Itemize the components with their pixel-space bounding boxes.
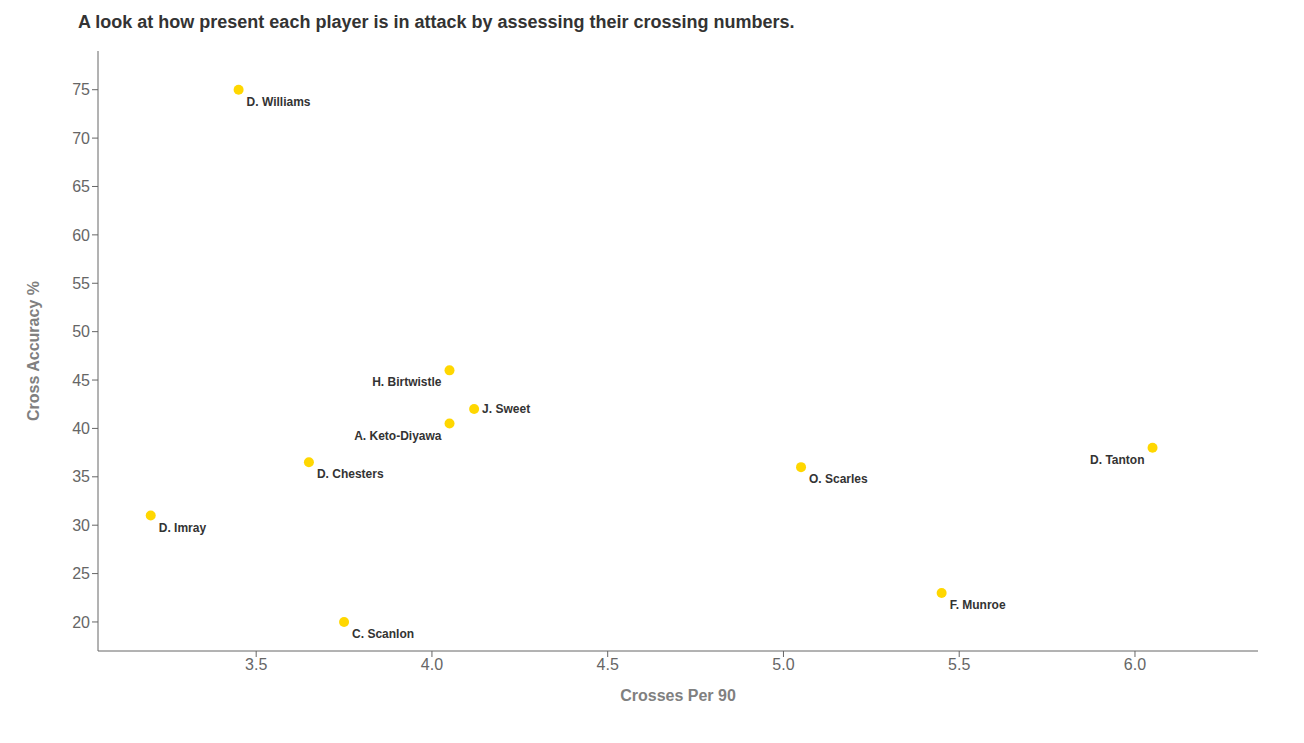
svg-text:45: 45: [72, 372, 90, 389]
svg-text:5.0: 5.0: [772, 656, 794, 673]
svg-text:D. Tanton: D. Tanton: [1090, 453, 1144, 467]
svg-text:Cross Accuracy %: Cross Accuracy %: [25, 281, 42, 421]
svg-text:Crosses Per 90: Crosses Per 90: [620, 687, 736, 704]
svg-text:4.0: 4.0: [421, 656, 443, 673]
svg-text:20: 20: [72, 614, 90, 631]
svg-text:55: 55: [72, 275, 90, 292]
svg-text:50: 50: [72, 323, 90, 340]
svg-text:A. Keto-Diyawa: A. Keto-Diyawa: [354, 429, 442, 443]
svg-text:6.0: 6.0: [1124, 656, 1146, 673]
html-text:A look at how present each pla: A look at how present each player is in …: [78, 12, 795, 32]
svg-text:30: 30: [72, 517, 90, 534]
svg-text:75: 75: [72, 81, 90, 98]
svg-text:60: 60: [72, 227, 90, 244]
svg-text:O. Scarles: O. Scarles: [809, 472, 868, 486]
svg-text:F. Munroe: F. Munroe: [950, 598, 1006, 612]
svg-text:35: 35: [72, 468, 90, 485]
svg-text:D. Williams: D. Williams: [247, 95, 311, 109]
svg-text:C. Scanlon: C. Scanlon: [352, 627, 414, 641]
svg-text:70: 70: [72, 130, 90, 147]
svg-text:D. Chesters: D. Chesters: [317, 467, 384, 481]
svg-text:65: 65: [72, 178, 90, 195]
svg-text:5.5: 5.5: [948, 656, 970, 673]
svg-text:40: 40: [72, 420, 90, 437]
svg-text:D. Imray: D. Imray: [159, 521, 207, 535]
svg-text:J. Sweet: J. Sweet: [482, 402, 530, 416]
svg-text:4.5: 4.5: [597, 656, 619, 673]
svg-text:H. Birtwistle: H. Birtwistle: [372, 375, 442, 389]
svg-text:3.5: 3.5: [245, 656, 267, 673]
svg-text:25: 25: [72, 565, 90, 582]
